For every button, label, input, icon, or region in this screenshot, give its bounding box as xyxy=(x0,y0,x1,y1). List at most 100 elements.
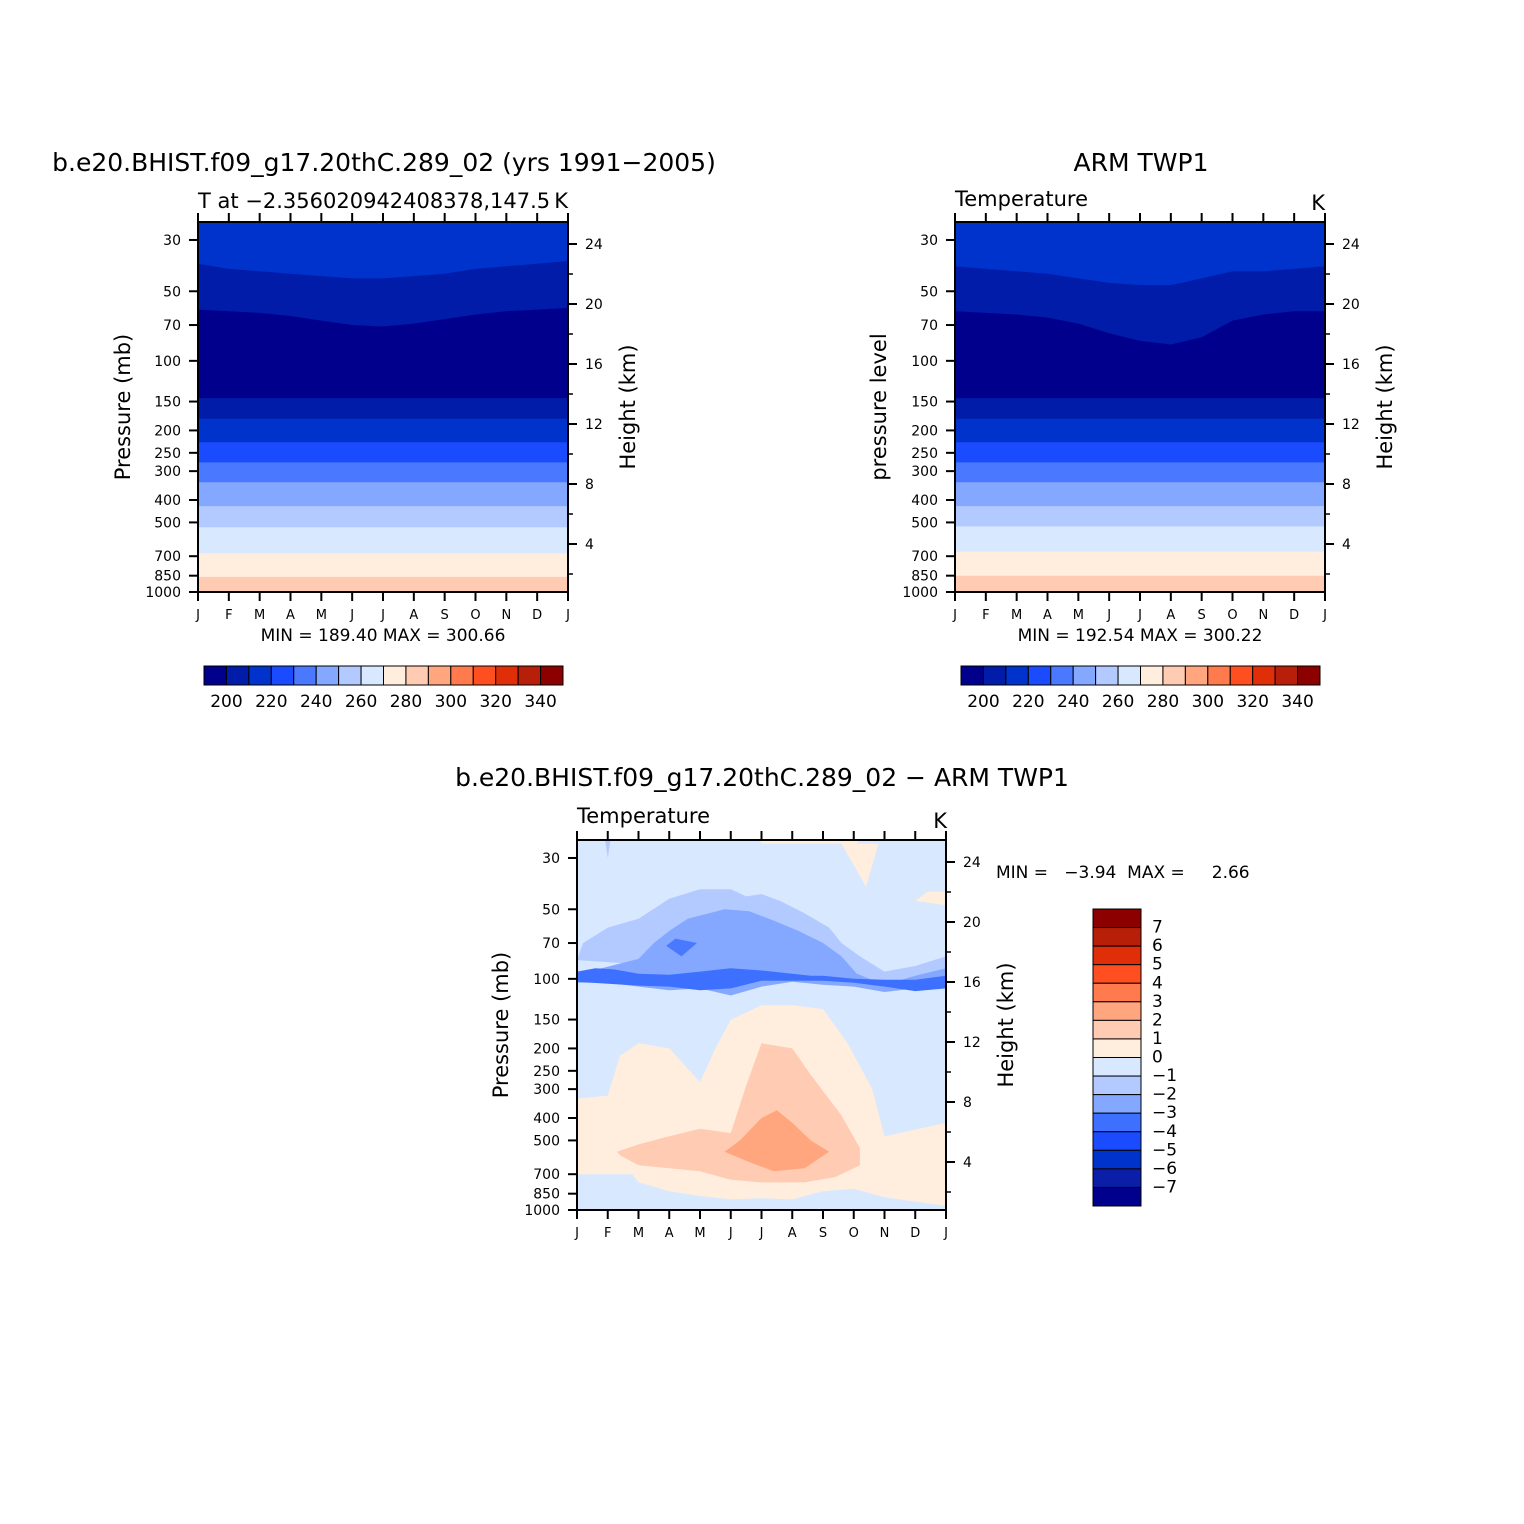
x-tick-label: D xyxy=(532,608,542,623)
y-tick-label: 50 xyxy=(163,284,181,300)
diff-left-string: Temperature xyxy=(576,804,710,828)
y-tick-label: 700 xyxy=(533,1167,560,1183)
x-tick-label: S xyxy=(819,1226,827,1241)
obs-axes: J F M A M J J A S O N D J 30 50 70 100 150 200 250 300 400 500… xyxy=(902,213,1360,623)
y-tick-label: 50 xyxy=(920,284,938,300)
diff-plot-area xyxy=(577,840,946,1210)
y-tick-label: 250 xyxy=(911,446,938,462)
diff-ylabel: Pressure (mb) xyxy=(489,952,513,1099)
obs-left-string: Temperature xyxy=(954,187,1088,211)
diff-min-max: MIN = −3.94 MAX = 2.66 xyxy=(996,863,1250,883)
colorbar-label: −4 xyxy=(1152,1122,1177,1142)
y-tick-label: 500 xyxy=(911,515,938,531)
colorbar-box xyxy=(315,665,340,686)
x-tick-label: N xyxy=(501,608,511,623)
colorbar-box xyxy=(1252,665,1276,686)
colorbar-label: 220 xyxy=(255,692,287,712)
colorbar-label: 6 xyxy=(1152,936,1163,956)
contour-region xyxy=(724,1110,830,1172)
y-tick-label: 850 xyxy=(154,569,181,585)
y-tick-label: 200 xyxy=(154,423,181,439)
model-y2label: Height (km) xyxy=(616,344,640,469)
diff-units: K xyxy=(933,809,948,833)
y2-tick-label: 16 xyxy=(963,975,981,991)
colorbar-box xyxy=(1092,945,1142,966)
x-tick-label: J xyxy=(574,1226,579,1241)
colorbar-box xyxy=(1092,1057,1142,1077)
y2-tick-label: 16 xyxy=(585,357,603,373)
colorbar-box xyxy=(405,665,429,686)
model-title: b.e20.BHIST.f09_g17.20thC.289_02 (yrs 19… xyxy=(52,148,716,177)
x-tick-label: J xyxy=(195,608,200,623)
panel-model: b.e20.BHIST.f09_g17.20thC.289_02 (yrs 19… xyxy=(52,148,716,712)
colorbar-label: 200 xyxy=(210,692,242,712)
colorbar-box xyxy=(1207,665,1231,686)
colorbar-label: −6 xyxy=(1152,1159,1177,1179)
x-tick-label: M xyxy=(1073,608,1084,623)
y2-tick-label: 8 xyxy=(963,1095,972,1111)
colorbar-box xyxy=(495,665,519,686)
colorbar-label: −5 xyxy=(1152,1140,1177,1160)
diff-axes: J F M A M J J A S O N D J 30 50 70 100 150 200 250 300 400 500… xyxy=(524,831,981,1241)
colorbar-label: 5 xyxy=(1152,955,1163,975)
colorbar-label: −3 xyxy=(1152,1103,1177,1123)
colorbar-box xyxy=(1117,665,1141,686)
colorbar-box xyxy=(1005,665,1029,686)
colorbar-label: 200 xyxy=(967,692,999,712)
colorbar-label: 240 xyxy=(300,692,332,712)
y2-tick-label: 20 xyxy=(963,915,981,931)
diff-title: b.e20.BHIST.f09_g17.20thC.289_02 − ARM T… xyxy=(455,763,1069,792)
colorbar-box xyxy=(338,665,362,686)
x-tick-label: O xyxy=(1227,608,1237,623)
y-tick-label: 30 xyxy=(542,851,560,867)
y-tick-label: 150 xyxy=(533,1013,560,1029)
x-tick-label: F xyxy=(604,1226,611,1241)
model-axes: J F M A M J J A S O N D J 30 50 70 100 150 200 250 300 400 500… xyxy=(145,213,603,623)
colorbar-box xyxy=(270,665,295,686)
colorbar-box xyxy=(1297,665,1321,686)
x-tick-label: D xyxy=(910,1226,920,1241)
colorbar-label: −2 xyxy=(1152,1085,1177,1105)
panel-obs: ARM TWP1 Temperature K J F M A M J J A S O N D J 30 50… xyxy=(867,148,1397,712)
colorbar-label: 280 xyxy=(390,692,422,712)
colorbar-box xyxy=(1092,964,1142,984)
y-tick-label: 700 xyxy=(911,549,938,565)
colorbar-box xyxy=(1092,1019,1142,1040)
y-tick-label: 300 xyxy=(533,1082,560,1098)
colorbar-label: 320 xyxy=(1236,692,1268,712)
obs-colorbar: 200 220 240 260 280 300 320 340 xyxy=(960,665,1321,712)
colorbar-box xyxy=(1027,665,1052,686)
y-tick-label: 850 xyxy=(911,569,938,585)
x-tick-label: A xyxy=(409,608,418,623)
y-tick-label: 500 xyxy=(154,515,181,531)
contour-region xyxy=(915,891,946,906)
contour-region xyxy=(605,840,611,858)
x-tick-label: J xyxy=(759,1226,764,1241)
x-tick-label: J xyxy=(728,1226,733,1241)
x-tick-label: A xyxy=(286,608,295,623)
model-units: K xyxy=(554,189,569,213)
colorbar-label: 4 xyxy=(1152,973,1163,993)
colorbar-label: 1 xyxy=(1152,1029,1163,1049)
y2-tick-label: 24 xyxy=(1342,237,1360,253)
panel-diff: b.e20.BHIST.f09_g17.20thC.289_02 − ARM T… xyxy=(455,763,1250,1241)
x-tick-label: N xyxy=(880,1226,890,1241)
y2-tick-label: 16 xyxy=(1342,357,1360,373)
x-tick-label: M xyxy=(316,608,327,623)
colorbar-label: 280 xyxy=(1147,692,1179,712)
obs-plot-area xyxy=(955,222,1325,592)
y-tick-label: 250 xyxy=(154,446,181,462)
colorbar-box xyxy=(1162,665,1186,686)
y-tick-label: 70 xyxy=(163,318,181,334)
x-tick-label: J xyxy=(349,608,354,623)
x-tick-label: O xyxy=(470,608,480,623)
y-tick-label: 50 xyxy=(542,902,560,918)
colorbar-box xyxy=(1092,1112,1142,1133)
y-tick-label: 150 xyxy=(154,395,181,411)
y-tick-label: 150 xyxy=(911,395,938,411)
colorbar-box xyxy=(1229,665,1254,686)
x-tick-label: M xyxy=(633,1226,644,1241)
colorbar-box xyxy=(1092,982,1142,1003)
contour-region xyxy=(577,909,946,996)
obs-units: K xyxy=(1311,191,1326,215)
